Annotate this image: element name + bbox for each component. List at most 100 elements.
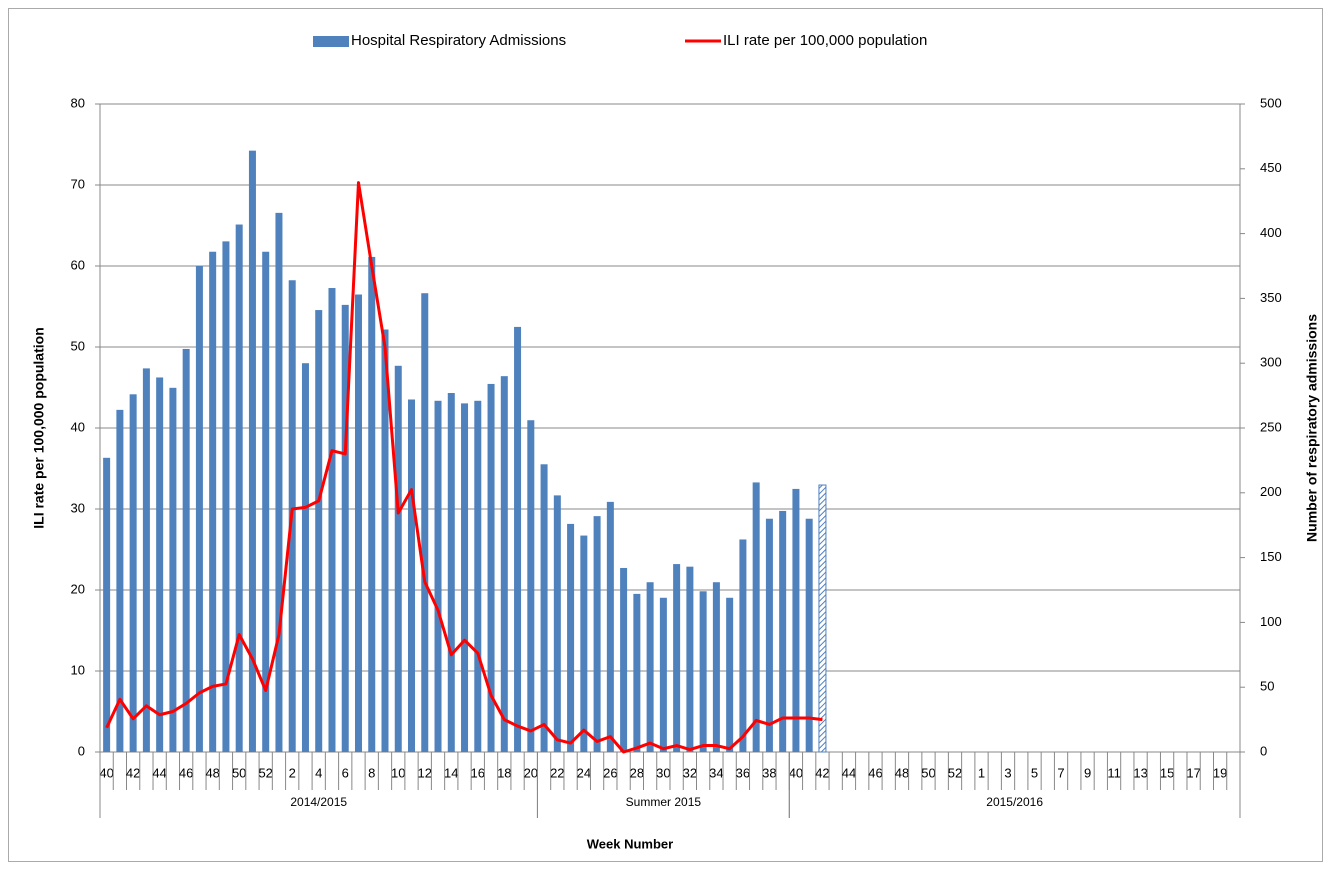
y2-tick-label: 350: [1260, 290, 1282, 305]
x-tick-label: 34: [709, 765, 723, 780]
group-label: 2014/2015: [290, 795, 347, 809]
x-tick-label: 50: [232, 765, 246, 780]
x-tick-label: 9: [1084, 765, 1091, 780]
legend-swatch: [313, 36, 349, 47]
bar: [354, 294, 362, 752]
x-tick-label: 8: [368, 765, 375, 780]
x-tick-label: 28: [630, 765, 644, 780]
bar: [712, 582, 720, 752]
x-tick-label: 48: [895, 765, 909, 780]
x-tick-label: 42: [815, 765, 829, 780]
x-tick-label: 5: [1031, 765, 1038, 780]
bar: [447, 393, 455, 752]
bar: [633, 593, 641, 752]
x-tick-label: 4: [315, 765, 322, 780]
bar: [222, 241, 230, 752]
x-tick-label: 52: [948, 765, 962, 780]
y-tick-label: 40: [71, 419, 85, 434]
x-tick-label: 26: [603, 765, 617, 780]
x-tick-label: 16: [471, 765, 485, 780]
bar: [368, 256, 376, 752]
bar: [248, 150, 256, 752]
y2-tick-label: 400: [1260, 225, 1282, 240]
group-label: Summer 2015: [626, 795, 702, 809]
y-tick-label: 20: [71, 581, 85, 596]
y2-tick-label: 250: [1260, 419, 1282, 434]
bar: [434, 400, 442, 752]
bar: [686, 566, 694, 752]
bar: [421, 293, 429, 752]
x-tick-label: 3: [1004, 765, 1011, 780]
y2-tick-label: 150: [1260, 549, 1282, 564]
bar: [129, 394, 137, 752]
y2-axis-title: Number of respiratory admissions: [1304, 314, 1320, 542]
y-tick-label: 50: [71, 338, 85, 353]
x-tick-label: 48: [205, 765, 219, 780]
x-axis-title: Week Number: [587, 836, 673, 851]
bar: [408, 399, 416, 752]
bar: [487, 383, 495, 752]
bar: [394, 365, 402, 752]
x-tick-label: 44: [152, 765, 166, 780]
x-tick-label: 44: [842, 765, 856, 780]
x-tick-label: 19: [1213, 765, 1227, 780]
x-tick-label: 52: [258, 765, 272, 780]
bar: [156, 377, 164, 752]
legend-label: ILI rate per 100,000 population: [723, 32, 927, 49]
bar: [739, 539, 747, 752]
bar: [235, 224, 243, 752]
bar: [673, 564, 681, 752]
x-tick-label: 1: [978, 765, 985, 780]
legend-label: Hospital Respiratory Admissions: [351, 32, 566, 49]
bar: [726, 597, 734, 752]
x-tick-label: 24: [577, 765, 591, 780]
x-tick-label: 18: [497, 765, 511, 780]
x-tick-label: 40: [789, 765, 803, 780]
bar: [567, 523, 575, 752]
bar: [315, 310, 323, 752]
y-tick-label: 80: [71, 95, 85, 110]
group-label: 2015/2016: [986, 795, 1043, 809]
x-tick-label: 46: [179, 765, 193, 780]
bar: [209, 251, 217, 752]
bar: [169, 387, 177, 752]
x-tick-label: 20: [524, 765, 538, 780]
x-tick-label: 10: [391, 765, 405, 780]
bar: [195, 266, 203, 752]
bar: [116, 409, 124, 752]
x-tick-label: 30: [656, 765, 670, 780]
y2-tick-label: 450: [1260, 160, 1282, 175]
bar: [620, 567, 628, 752]
x-tick-label: 32: [683, 765, 697, 780]
x-tick-label: 6: [342, 765, 349, 780]
bar: [275, 212, 283, 752]
bar: [659, 597, 667, 752]
bar: [818, 484, 827, 753]
bar: [514, 326, 522, 752]
x-tick-label: 17: [1186, 765, 1200, 780]
x-tick-label: 46: [868, 765, 882, 780]
y2-tick-label: 300: [1260, 355, 1282, 370]
bar: [540, 464, 548, 752]
line: [105, 181, 823, 754]
y-tick-label: 30: [71, 500, 85, 515]
x-tick-label: 12: [418, 765, 432, 780]
bar: [699, 591, 707, 752]
bar: [500, 376, 508, 752]
bar: [646, 582, 654, 752]
y-tick-label: 10: [71, 662, 85, 677]
bar: [461, 403, 469, 752]
y2-tick-label: 0: [1260, 743, 1267, 758]
y-tick-label: 60: [71, 257, 85, 272]
bar: [752, 482, 760, 752]
bar: [142, 368, 150, 752]
bar: [262, 251, 270, 752]
y-tick-label: 0: [78, 743, 85, 758]
bar: [474, 400, 482, 752]
bar: [805, 518, 813, 752]
y2-tick-label: 100: [1260, 614, 1282, 629]
x-tick-label: 22: [550, 765, 564, 780]
bar: [792, 488, 800, 752]
